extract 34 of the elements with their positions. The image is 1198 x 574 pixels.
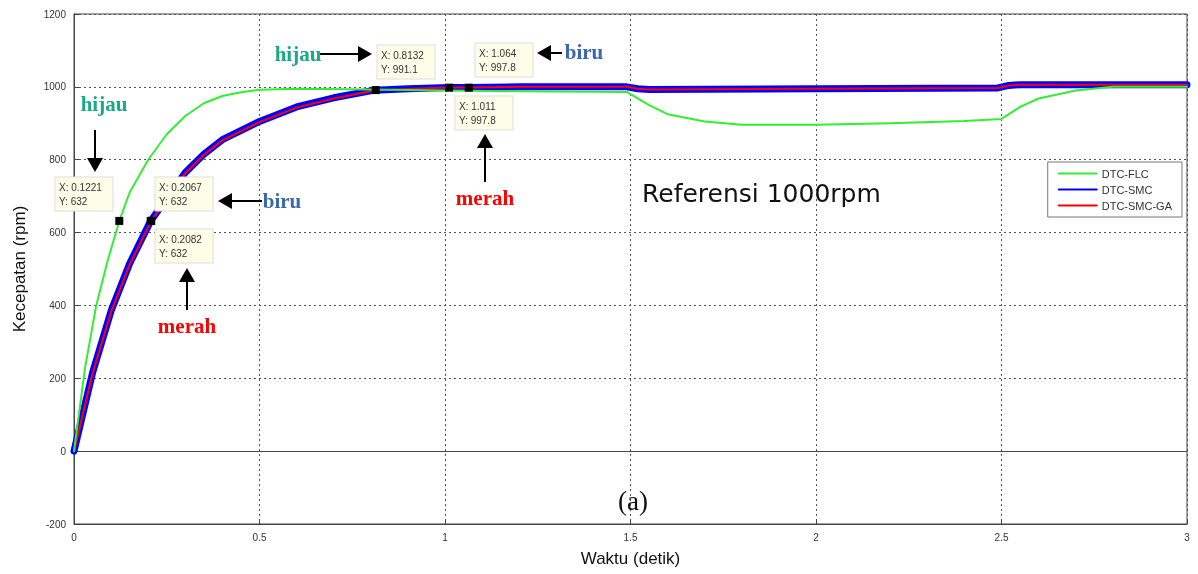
annotation: X: 0.1221 Y: 632 <box>59 182 103 207</box>
x-tick-label: 0.5 <box>252 531 267 543</box>
x-axis-title: Waktu (detik) <box>580 549 681 568</box>
annotation: X: 1.011 Y: 997.8 <box>459 101 497 126</box>
annotation: X: 0.8132 Y: 991.1 <box>381 50 425 75</box>
y-axis-title: Kecepatan (rpm) <box>10 205 29 333</box>
annotation: X: 0.2067 Y: 632 <box>159 182 203 207</box>
annotation: merah <box>157 314 217 338</box>
annotation: hijau <box>274 42 322 66</box>
y-tick-label: 800 <box>49 154 67 166</box>
y-tick-label: 200 <box>49 372 67 384</box>
legend-label: DTC-SMC <box>1101 183 1153 196</box>
y-tick-label: 0 <box>60 445 67 457</box>
legend-label: DTC-FLC <box>1101 167 1149 180</box>
annotation: X: 0.2082 Y: 632 <box>159 234 203 259</box>
annotation: X: 1.064 Y: 997.8 <box>479 48 517 73</box>
x-tick-label: 0 <box>71 531 78 543</box>
y-tick-label: 1200 <box>43 8 67 20</box>
annotation: biru <box>262 189 302 213</box>
y-tick-label: -200 <box>45 518 67 530</box>
annotation: biru <box>564 40 604 64</box>
x-tick-label: 2 <box>813 531 820 543</box>
annotation: hijau <box>80 92 128 116</box>
annotation: Referensi 1000rpm <box>642 179 881 208</box>
y-tick-label: 1000 <box>43 81 67 93</box>
x-tick-label: 2.5 <box>994 531 1009 543</box>
annotation: merah <box>455 186 515 210</box>
annotation: (a) <box>618 486 648 516</box>
x-tick-label: 1.5 <box>623 531 638 543</box>
y-tick-label: 600 <box>49 227 67 239</box>
x-tick-label: 3 <box>1184 531 1191 543</box>
legend-label: DTC-SMC-GA <box>1101 199 1173 212</box>
y-tick-label: 400 <box>49 299 67 311</box>
x-tick-label: 1 <box>442 531 449 543</box>
